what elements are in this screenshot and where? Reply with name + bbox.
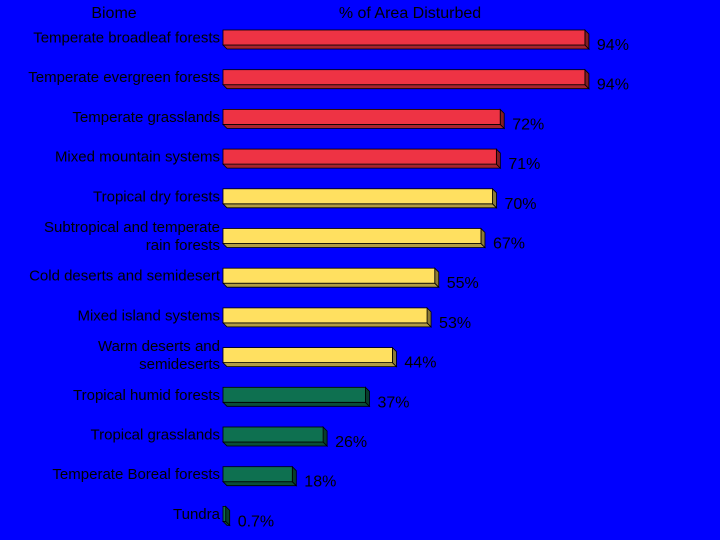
- bar-side-face: [492, 187, 497, 209]
- bar-bottom-face: [222, 243, 486, 248]
- bar-bottom-face: [222, 282, 440, 288]
- category-label: Temperate broadleaf forests: [33, 30, 220, 47]
- bar-bottom-face: [222, 481, 298, 487]
- value-label: 55%: [447, 275, 479, 292]
- category-label: Temperate evergreen forests: [28, 69, 220, 86]
- bars-layer: Temperate broadleaf forests 94%Temperate …: [28, 29, 629, 530]
- bar-group: Temperate grasslands 72%: [72, 108, 544, 133]
- bar-group: Temperate evergreen forests 94%: [28, 68, 629, 94]
- value-label: 44%: [404, 355, 436, 372]
- bar-side-face: [391, 346, 397, 368]
- category-label: semideserts: [139, 356, 220, 373]
- bar-bottom-face: [222, 44, 590, 50]
- category-label: Tropical humid forests: [73, 387, 220, 404]
- category-label: Tropical grasslands: [91, 427, 221, 444]
- value-label: 0.7%: [238, 513, 274, 530]
- bar-bottom-face: [222, 441, 329, 447]
- header-percent-area-disturbed: % of Area Disturbed: [339, 5, 481, 22]
- value-label: 18%: [304, 474, 336, 491]
- bar-side-face: [225, 505, 231, 527]
- category-label: Mixed island systems: [77, 307, 220, 324]
- category-label: Temperate Boreal forests: [52, 466, 220, 483]
- bar: [222, 188, 493, 205]
- value-label: 26%: [335, 434, 367, 451]
- value-label: 72%: [512, 116, 544, 133]
- bar-group: Tropical grasslands 26%: [91, 426, 367, 451]
- bar: [222, 29, 586, 46]
- bar-group: Tropical dry forests 70%: [93, 187, 537, 213]
- bar-group: Mixed island systems 53%: [77, 306, 471, 332]
- bar: [222, 267, 436, 284]
- bar-side-face: [426, 306, 432, 328]
- bar-bottom-face: [222, 362, 398, 368]
- category-label: Tundra: [173, 506, 221, 523]
- category-label: Tropical dry forests: [93, 188, 220, 205]
- bar: [222, 505, 227, 522]
- value-label: 70%: [505, 196, 537, 213]
- bar: [222, 466, 293, 483]
- bar-group: Temperate broadleaf forests 94%: [33, 29, 629, 54]
- bar-group: Cold deserts and semidesert 55%: [29, 267, 479, 292]
- value-label: 94%: [597, 37, 629, 54]
- category-label: rain forests: [146, 237, 220, 254]
- category-label: Warm deserts and: [98, 338, 220, 355]
- bar: [222, 109, 501, 125]
- bar: [222, 69, 586, 86]
- bar: [222, 228, 482, 244]
- bar-side-face: [584, 68, 590, 90]
- bar-side-face: [584, 29, 590, 50]
- bar-bottom-face: [222, 84, 590, 90]
- bar: [222, 386, 366, 403]
- bar-side-face: [291, 465, 297, 487]
- bar-side-face: [365, 386, 370, 408]
- header-biome: Biome: [91, 5, 136, 22]
- value-label: 37%: [377, 394, 409, 411]
- value-label: 53%: [439, 315, 471, 332]
- bar-side-face: [322, 426, 328, 447]
- bar: [222, 426, 324, 443]
- bar-side-face: [480, 227, 486, 249]
- value-label: 71%: [508, 156, 540, 173]
- category-label: Cold deserts and semidesert: [29, 268, 221, 285]
- bar-group: Temperate Boreal forests 18%: [52, 465, 336, 491]
- category-label: Subtropical and temperate: [44, 219, 220, 236]
- bar-side-face: [495, 148, 501, 170]
- value-label: 67%: [493, 236, 525, 253]
- bar-bottom-face: [222, 203, 498, 209]
- bar-bottom-face: [222, 163, 502, 169]
- bar: [222, 347, 393, 364]
- bar-bottom-face: [222, 124, 506, 129]
- value-label: 94%: [597, 77, 629, 94]
- bar-group: Tropical humid forests 37%: [73, 386, 409, 411]
- bar-side-face: [499, 108, 505, 130]
- bar-group: Tundra 0.7%: [173, 505, 274, 530]
- category-label: Mixed mountain systems: [55, 149, 220, 166]
- bar: [222, 307, 428, 324]
- category-label: Temperate grasslands: [72, 109, 220, 126]
- bar: [222, 148, 497, 165]
- bar-bottom-face: [222, 322, 433, 328]
- bar-bottom-face: [222, 401, 371, 407]
- bar-side-face: [434, 267, 440, 289]
- bar-group: Mixed mountain systems 71%: [55, 148, 540, 173]
